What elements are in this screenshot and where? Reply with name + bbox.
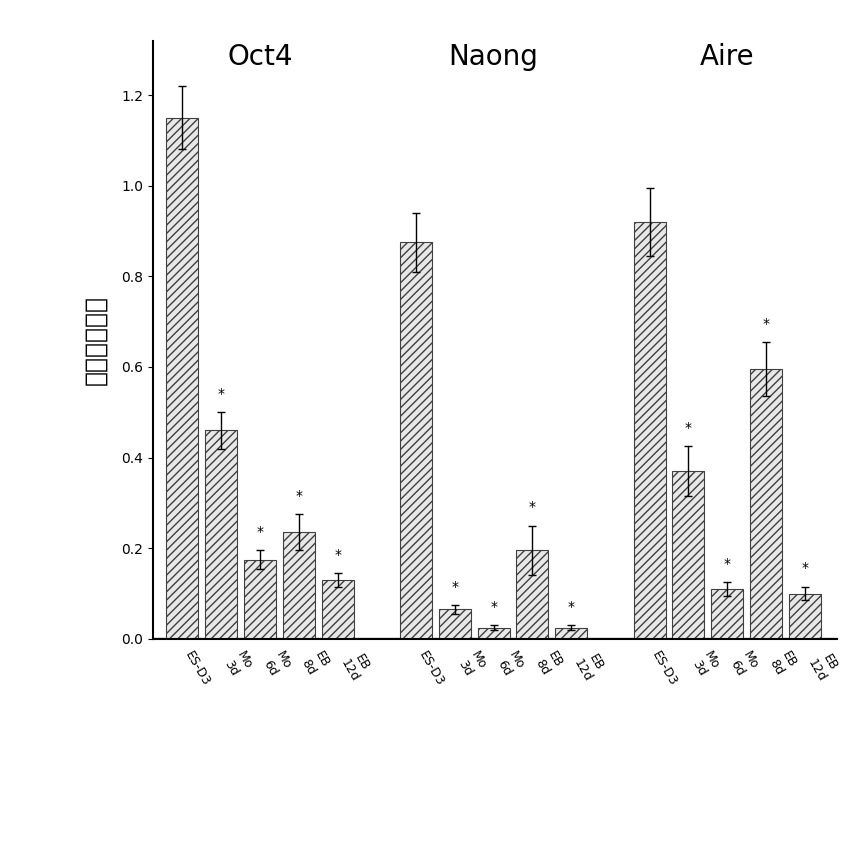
Bar bbox=[166, 118, 198, 639]
Text: *: * bbox=[490, 600, 497, 614]
Text: *: * bbox=[724, 557, 731, 571]
Bar bbox=[283, 532, 315, 639]
Text: *: * bbox=[685, 421, 692, 435]
Text: *: * bbox=[256, 525, 263, 539]
Bar bbox=[477, 627, 510, 639]
Text: *: * bbox=[452, 579, 458, 594]
Text: *: * bbox=[334, 547, 341, 562]
Bar bbox=[750, 369, 782, 639]
Bar bbox=[321, 580, 354, 639]
Text: *: * bbox=[568, 600, 575, 614]
Bar bbox=[711, 589, 743, 639]
Text: Aire: Aire bbox=[700, 43, 754, 70]
Bar bbox=[673, 471, 704, 639]
Bar bbox=[633, 222, 666, 639]
Bar bbox=[789, 594, 821, 639]
Text: Oct4: Oct4 bbox=[227, 43, 292, 70]
Text: Naong: Naong bbox=[448, 43, 538, 70]
Bar bbox=[517, 551, 548, 639]
Bar bbox=[400, 242, 432, 639]
Text: *: * bbox=[529, 500, 536, 514]
Text: *: * bbox=[295, 489, 303, 503]
Bar bbox=[439, 609, 470, 639]
Bar bbox=[555, 627, 587, 639]
Text: *: * bbox=[801, 561, 808, 576]
Text: *: * bbox=[763, 317, 770, 330]
Bar bbox=[244, 559, 276, 639]
Y-axis label: 相对表达水平: 相对表达水平 bbox=[84, 295, 108, 384]
Text: *: * bbox=[218, 387, 225, 401]
Bar bbox=[205, 431, 237, 639]
